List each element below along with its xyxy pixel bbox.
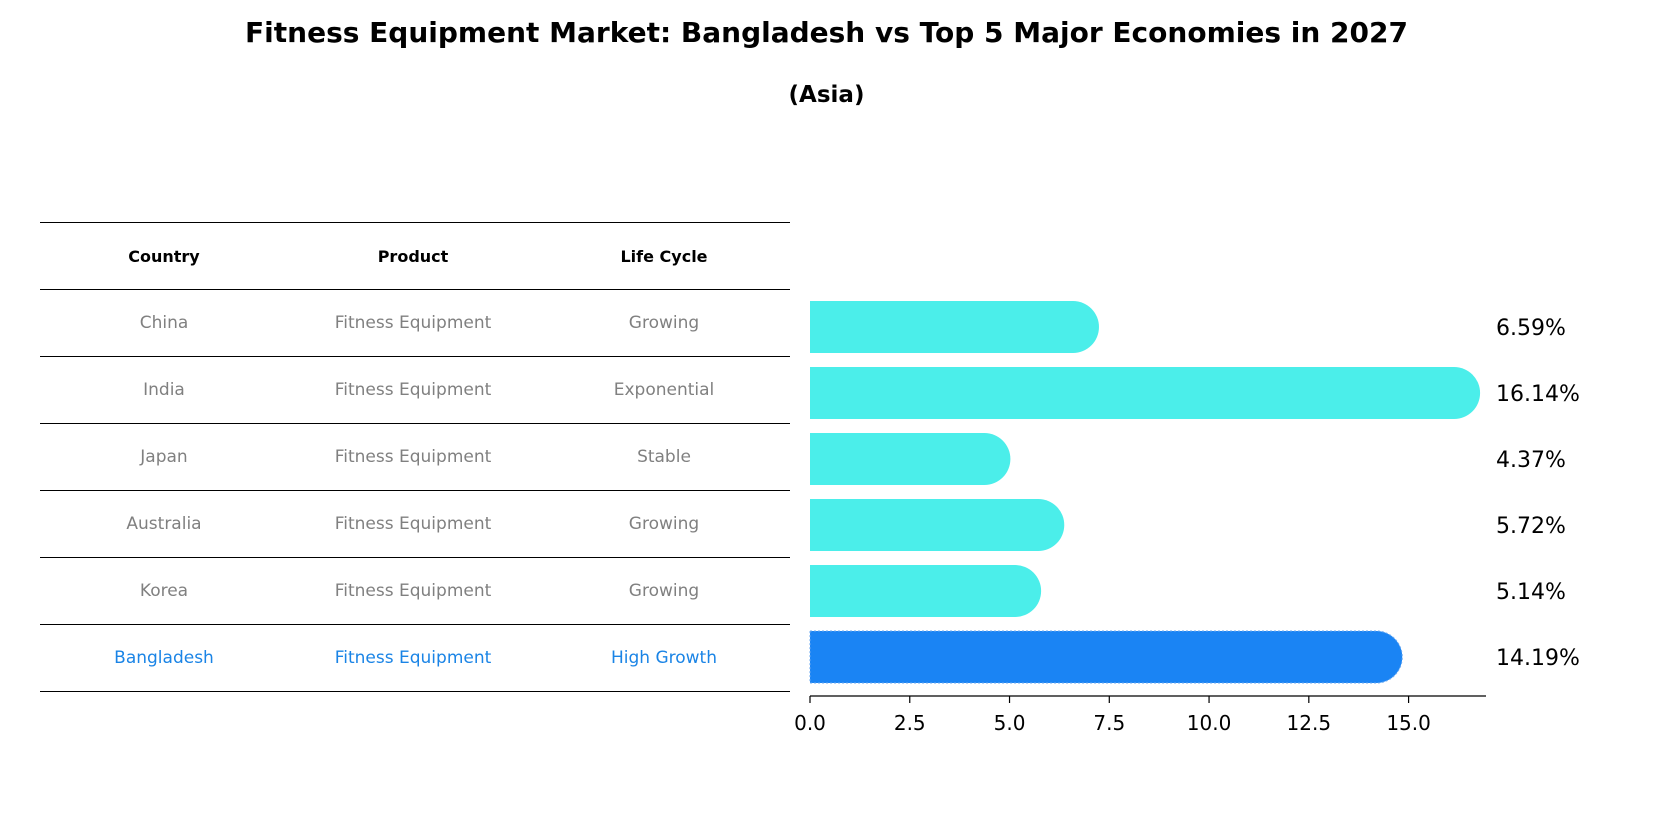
cell-life-cycle: High Growth [610,648,717,668]
table-row: India Fitness Equipment Exponential [40,356,790,423]
x-tick-label: 15.0 [1386,711,1431,735]
cell-life-cycle: Growing [628,581,700,601]
value-label-india: 16.14% [1496,382,1580,407]
cell-country: India [143,380,185,400]
table-row: Australia Fitness Equipment Growing [40,490,790,557]
x-tick-label: 0.0 [794,711,826,735]
header-product: Product [377,246,449,266]
value-label-bangladesh: 14.19% [1496,646,1580,671]
data-table: Country Product Life Cycle China Fitness… [40,222,790,692]
bar-bangladesh [809,630,1403,684]
x-tick-label: 7.5 [1093,711,1125,735]
chart-title: Fitness Equipment Market: Bangladesh vs … [245,16,1408,49]
table-row: Korea Fitness Equipment Growing [40,557,790,624]
cell-product: Fitness Equipment [334,514,492,534]
cell-product: Fitness Equipment [334,581,492,601]
bar-korea [810,565,1042,617]
header-life-cycle: Life Cycle [620,246,708,266]
cell-product: Fitness Equipment [334,447,492,467]
table-row-highlighted: Bangladesh Fitness Equipment High Growth [40,624,790,692]
header-country: Country [128,246,200,266]
cell-country: China [139,313,189,333]
cell-life-cycle: Stable [637,447,691,467]
cell-life-cycle: Growing [628,313,700,333]
bar-china [810,301,1099,353]
bar-india [810,367,1481,419]
x-tick-label: 5.0 [994,711,1026,735]
value-label-china: 6.59% [1496,316,1566,341]
cell-life-cycle: Growing [628,514,700,534]
x-tick-label: 10.0 [1187,711,1232,735]
value-label-japan: 4.37% [1496,448,1566,473]
table-row: Japan Fitness Equipment Stable [40,423,790,490]
x-tick-label: 2.5 [894,711,926,735]
cell-product: Fitness Equipment [334,380,492,400]
x-tick-label: 12.5 [1287,711,1332,735]
value-label-australia: 5.72% [1496,514,1566,539]
value-label-korea: 5.14% [1496,580,1566,605]
cell-product: Fitness Equipment [334,313,492,333]
cell-country: Bangladesh [114,648,214,668]
cell-country: Japan [140,447,188,467]
cell-country: Australia [126,514,202,534]
cell-country: Korea [139,581,189,601]
table-row: China Fitness Equipment Growing [40,289,790,356]
bar-japan [810,433,1011,485]
bar-australia [810,499,1065,551]
cell-life-cycle: Exponential [613,380,715,400]
table-header-row: Country Product Life Cycle [40,222,790,289]
chart-subtitle: (Asia) [788,82,865,108]
cell-product: Fitness Equipment [334,648,492,668]
